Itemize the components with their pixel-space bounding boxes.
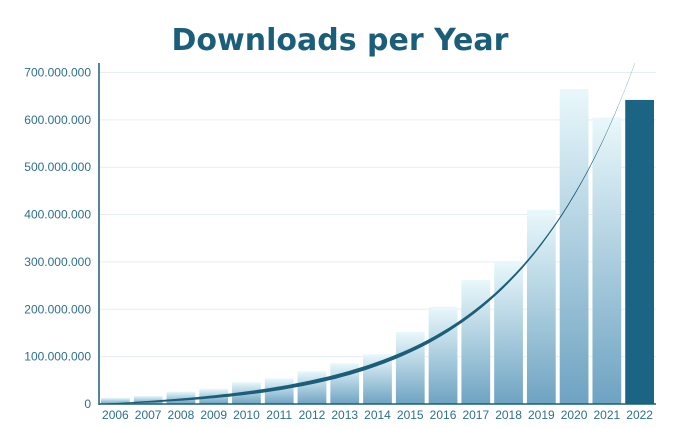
x-tick-label: 2022 (626, 408, 653, 422)
y-tick-label: 100.000.000 (24, 350, 91, 364)
x-tick-label: 2021 (594, 408, 621, 422)
bar-2015 (395, 332, 425, 404)
y-axis-ticks: 0 100.000.000 200.000.000 300.000.000 400.00… (24, 65, 91, 411)
bar-2017 (461, 279, 491, 404)
x-tick-label: 2016 (430, 408, 457, 422)
bar-2021 (592, 117, 622, 405)
x-tick-label: 2011 (266, 408, 292, 422)
bar-2019 (526, 209, 556, 404)
y-tick-label: 0 (84, 397, 91, 411)
y-tick-label: 600.000.000 (24, 113, 91, 127)
x-tick-label: 2012 (299, 408, 326, 422)
bar-2018 (494, 261, 523, 404)
x-tick-label: 2006 (102, 408, 129, 422)
bar-2012 (297, 371, 327, 404)
y-tick-label: 400.000.000 (24, 208, 91, 222)
x-tick-label: 2014 (364, 408, 391, 422)
grid-lines (99, 71, 656, 358)
chart-title: Downloads per Year (172, 23, 509, 58)
y-tick-label: 500.000.000 (24, 160, 91, 174)
x-tick-label: 2008 (168, 408, 195, 422)
bar-2022 (625, 99, 654, 405)
x-tick-label: 2018 (495, 408, 522, 422)
bar-2020 (559, 89, 589, 404)
x-tick-label: 2019 (528, 408, 555, 422)
y-tick-label: 300.000.000 (24, 255, 91, 269)
x-tick-label: 2009 (200, 408, 227, 422)
x-axis-ticks: 2006 2007 2008 2009 2010 2011 2012 2013 2014 2015… (102, 408, 653, 422)
bar-2016 (428, 306, 458, 404)
y-tick-label: 200.000.000 (24, 302, 91, 316)
x-tick-label: 2015 (397, 408, 424, 422)
x-tick-label: 2010 (233, 408, 260, 422)
x-tick-label: 2013 (331, 408, 358, 422)
x-tick-label: 2007 (135, 408, 162, 422)
y-tick-label: 700.000.000 (24, 65, 91, 79)
x-tick-label: 2020 (561, 408, 588, 422)
bar-2007 (133, 395, 163, 404)
x-tick-label: 2017 (462, 408, 489, 422)
bar-2006 (101, 397, 130, 404)
